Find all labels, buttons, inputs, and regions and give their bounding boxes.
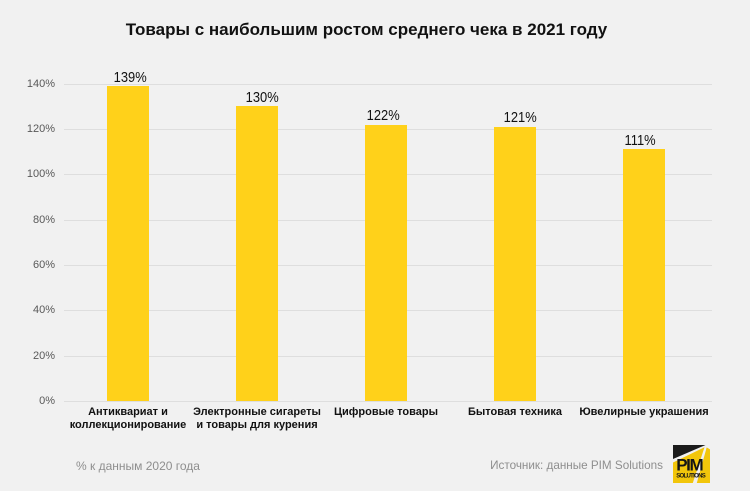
svg-text:PIM: PIM [676,455,704,474]
svg-text:SOLUTIONS: SOLUTIONS [676,473,706,479]
